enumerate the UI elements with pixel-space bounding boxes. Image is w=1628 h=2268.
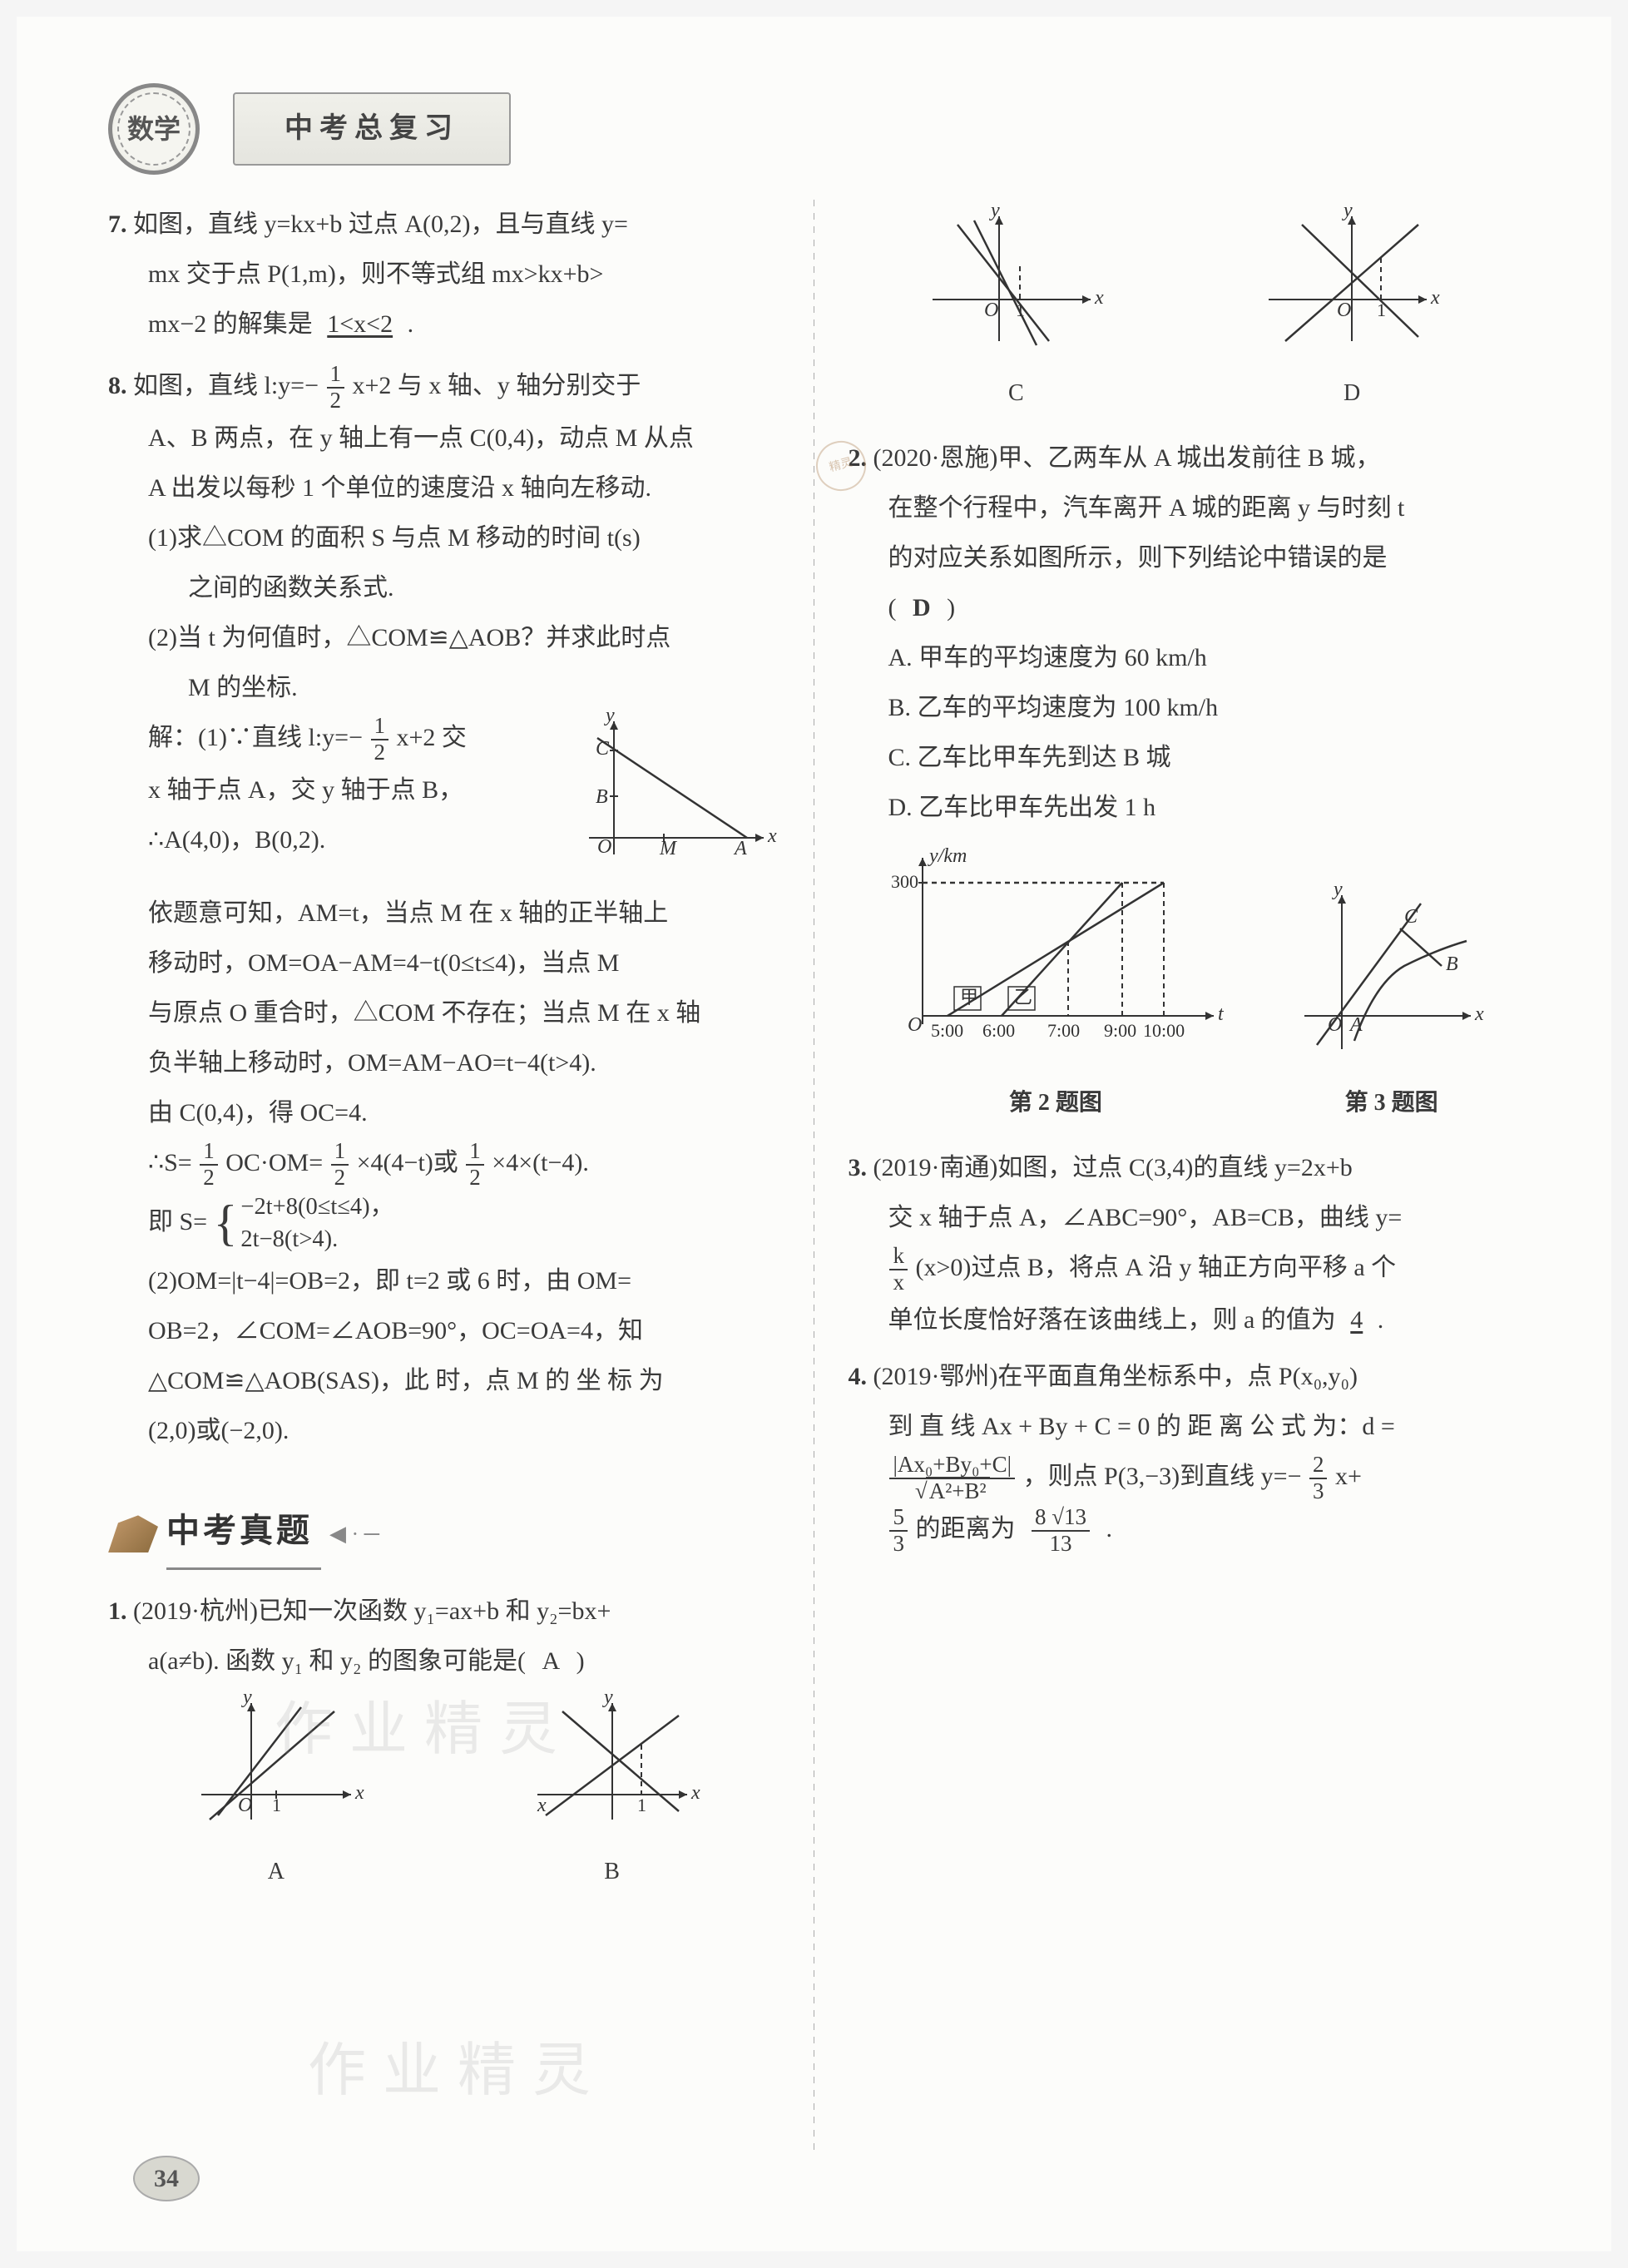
svg-text:x: x [537,1795,547,1816]
q4-number: 4. [848,1363,867,1390]
q2-opt-d: D. 乙车比甲车先出发 1 h [848,783,1520,833]
svg-text:y/km: y/km [928,845,967,867]
svg-text:A: A [1348,1014,1363,1036]
right-column: 精灵 xy O1 C [848,200,1520,2155]
svg-text:B: B [1446,953,1458,975]
svg-text:x: x [1474,1003,1484,1025]
question-3: 3. (2019·南通)如图，过点 C(3,4)的直线 y=2x+b 交 x 轴… [848,1143,1520,1345]
page-number: 34 [133,2156,200,2201]
q7-line1: 如图，直线 y=kx+b 过点 A(0,2)，且与直线 y= [133,210,628,238]
q3-figure: x y O A B C 第 3 题图 [1296,883,1487,1127]
svg-text:x: x [690,1782,700,1804]
page-header: 数学 中考总复习 [108,83,1520,175]
q7-line2: mx 交于点 P(1,m)，则不等式组 mx>kx+b> [108,250,780,300]
badge-text: 数学 [127,102,181,156]
q8-number: 8. [108,372,127,399]
fraction-half: 12 [327,362,345,413]
question-2: 2. (2020·恩施)甲、乙两车从 A 城出发前往 B 城， 在整个行程中，汽… [848,433,1520,833]
section-header: 中考真题 ◀ · ─ [108,1498,780,1570]
q2-q3-figures: y/km 300 甲 乙 O 5:00 6:00 7:00 9:00 10:00… [848,841,1520,1127]
subject-badge: 数学 [108,83,200,175]
svg-text:x: x [1094,287,1104,309]
fig-d: xy O1 D [1260,208,1443,417]
svg-text:O: O [908,1014,922,1036]
svg-text:6:00: 6:00 [982,1020,1015,1041]
question-7: 7. 如图，直线 y=kx+b 过点 A(0,2)，且与直线 y= mx 交于点… [108,200,780,349]
svg-text:乙: 乙 [1014,987,1032,1008]
svg-text:y: y [989,200,1000,221]
svg-text:10:00: 10:00 [1143,1020,1185,1041]
svg-text:B: B [596,786,608,808]
svg-text:y: y [602,1686,613,1708]
svg-text:O: O [1328,1014,1342,1036]
svg-text:A: A [733,838,747,859]
svg-text:O: O [238,1795,252,1816]
q7-answer: 1<x<2 [319,310,401,338]
q4-answer: 8 √13 13 [1022,1504,1100,1557]
q2-opt-b: B. 乙车的平均速度为 100 km/h [848,683,1520,733]
fig-b: xy x1 B [529,1695,695,1895]
svg-text:7:00: 7:00 [1047,1020,1080,1041]
q3-answer: 4 [1342,1306,1371,1334]
left-column: 7. 如图，直线 y=kx+b 过点 A(0,2)，且与直线 y= mx 交于点… [108,200,780,2155]
question-8: 8. 如图，直线 l:y=− 12 x+2 与 x 轴、y 轴分别交于 A、B … [108,361,780,1456]
svg-text:t: t [1218,1003,1225,1025]
q8-figure: x y O A B C M [572,713,780,889]
svg-text:1: 1 [1016,300,1025,320]
q1-number: 1. [108,1597,127,1625]
svg-text:x: x [767,825,777,847]
q1-figures-ab: xy O1 A xy [108,1695,780,1895]
svg-text:1: 1 [637,1795,646,1815]
column-divider [814,200,815,2155]
question-4: 4. (2019·鄂州)在平面直角坐标系中，点 P(x₀,y₀) 到 直 线 A… [848,1352,1520,1557]
svg-text:O: O [1337,300,1351,321]
svg-text:x: x [354,1782,364,1804]
svg-text:5:00: 5:00 [931,1020,963,1041]
fig-a: xy O1 A [193,1695,359,1895]
section-icon [108,1515,158,1552]
page-title: 中考总复习 [233,92,511,166]
distance-formula: |Ax₀+By₀+C| A²+B² [889,1453,1015,1503]
q7-line3: mx−2 的解集是 1<x<2 . [108,300,780,349]
q7-number: 7. [108,210,127,238]
svg-text:y: y [1342,200,1353,221]
watermark-2: 作业精灵 [308,2013,607,2130]
q2-answer: D [903,594,941,621]
q1-figures-cd: xy O1 C xy O1 D [848,208,1520,417]
question-1: 1. (2019·杭州)已知一次函数 y₁=ax+b 和 y₂=bx+ a(a≠… [108,1587,780,1895]
svg-text:y: y [241,1686,252,1708]
svg-text:甲: 甲 [960,987,978,1008]
svg-text:M: M [659,838,678,859]
q3-number: 3. [848,1154,867,1181]
svg-text:O: O [984,300,998,321]
svg-text:9:00: 9:00 [1104,1020,1136,1041]
q2-opt-a: A. 甲车的平均速度为 60 km/h [848,633,1520,683]
svg-text:O: O [597,836,611,858]
svg-text:300: 300 [891,871,918,892]
svg-text:1: 1 [1377,300,1386,320]
svg-text:C: C [1404,906,1418,928]
svg-text:y: y [1332,879,1343,900]
section-title: 中考真题 [166,1498,321,1570]
content-columns: 7. 如图，直线 y=kx+b 过点 A(0,2)，且与直线 y= mx 交于点… [108,200,1520,2155]
svg-text:C: C [596,738,610,760]
q1-answer: A [532,1647,570,1675]
svg-text:x: x [1430,287,1440,309]
svg-text:y: y [604,705,615,726]
piecewise: { −2t+8(0≤t≤4)， 2t−8(t>4). [214,1191,394,1257]
fig-c: xy O1 C [924,208,1107,417]
page: 数学 中考总复习 7. 如图，直线 y=kx+b 过点 A(0,2)，且与直线 … [17,17,1611,2251]
q2-opt-c: C. 乙车比甲车先到达 B 城 [848,733,1520,783]
q2-figure: y/km 300 甲 乙 O 5:00 6:00 7:00 9:00 10:00… [881,841,1230,1127]
